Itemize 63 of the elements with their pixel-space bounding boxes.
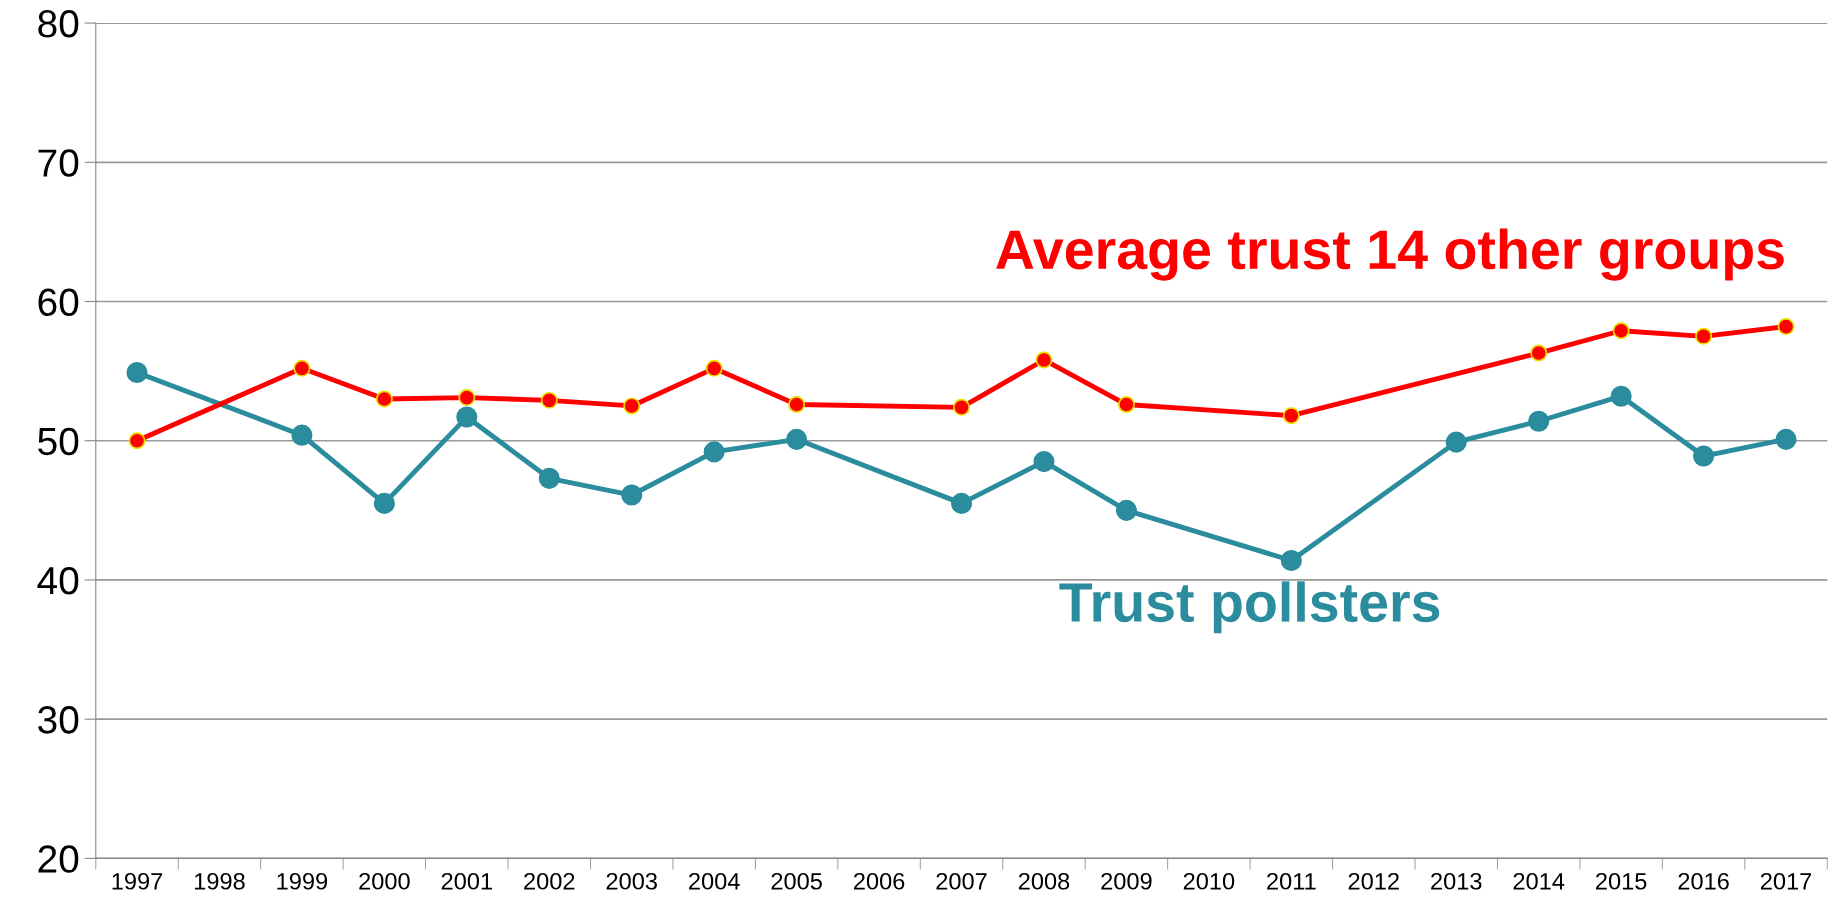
x-tick-label: 2010 (1183, 872, 1235, 890)
x-tick-label: 2002 (524, 872, 575, 890)
x-tick-label: 2005 (771, 872, 822, 890)
point (703, 441, 725, 463)
x-tick-label: 2000 (359, 872, 410, 890)
x-tick-label: 2004 (689, 872, 740, 890)
point (1530, 344, 1548, 362)
point (621, 484, 643, 506)
point (293, 359, 311, 377)
y-tick-label: 60 (38, 288, 79, 316)
point (1695, 327, 1713, 345)
point (1115, 499, 1137, 521)
x-tick-label: 2015 (1596, 872, 1647, 890)
point (538, 467, 560, 489)
x-tick-label: 2008 (1018, 872, 1070, 890)
point (1610, 385, 1632, 407)
point (291, 424, 313, 446)
y-tick-label: 70 (38, 149, 79, 177)
x-tick-label: 2007 (936, 872, 987, 890)
x-tick-label: 1998 (195, 872, 245, 890)
point (705, 359, 723, 377)
point (623, 397, 641, 415)
point (1033, 451, 1055, 473)
x-tick-label: 1997 (112, 872, 163, 890)
point (1775, 428, 1797, 450)
point (456, 406, 478, 428)
point (953, 398, 970, 416)
point (458, 389, 476, 407)
x-tick-label: 2014 (1513, 872, 1565, 890)
point (1693, 445, 1715, 467)
x-tick-label: 2011 (1267, 872, 1316, 890)
x-tick-label: 2012 (1348, 872, 1399, 890)
point (1035, 351, 1053, 369)
point (1445, 431, 1467, 453)
x-tick-label: 2013 (1431, 872, 1482, 890)
x-tick-label: 2001 (441, 872, 492, 890)
point (1280, 549, 1302, 572)
x-tick-label: 2003 (606, 872, 657, 890)
point (1777, 318, 1795, 336)
point (950, 492, 973, 514)
series-label: Average trust 14 other groups (996, 228, 1784, 281)
x-tick-label: 2017 (1760, 872, 1812, 890)
series-label: Trust pollsters (1059, 581, 1440, 634)
point (373, 492, 395, 514)
y-tick-label: 20 (38, 845, 79, 873)
x-tick-label: 2016 (1678, 872, 1729, 890)
point (788, 396, 806, 414)
point (1282, 407, 1300, 425)
point (1612, 322, 1630, 340)
x-tick-label: 2009 (1101, 872, 1152, 890)
point (375, 390, 393, 408)
y-tick-label: 40 (37, 566, 79, 595)
x-tick-label: 1999 (277, 872, 328, 890)
point (126, 361, 148, 384)
point (540, 391, 558, 409)
point (786, 428, 808, 450)
point (128, 432, 146, 450)
point (1528, 410, 1550, 432)
x-tick-label: 2006 (854, 872, 905, 890)
y-tick-label: 30 (38, 706, 79, 734)
y-tick-label: 80 (38, 10, 79, 38)
point (1117, 396, 1135, 414)
y-tick-label: 50 (38, 427, 79, 456)
